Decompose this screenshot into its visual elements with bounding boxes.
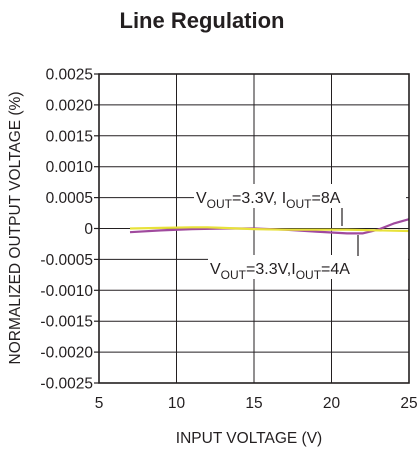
x-tick-label: 15	[245, 395, 262, 412]
y-tick-label: 0.0005	[46, 190, 93, 207]
annotation-4a-label: VOUT=3.3V,IOUT=4A	[210, 261, 350, 282]
y-tick-label: 0.0015	[46, 128, 93, 145]
series-line-2	[129, 226, 410, 233]
y-tick-label: -0.0025	[40, 376, 93, 393]
x-tick-labels: 5 10 15 20 25	[95, 395, 417, 412]
series-layer	[129, 218, 410, 235]
y-tick-label: 0	[84, 221, 93, 238]
x-tick-label: 20	[323, 395, 341, 412]
y-axis-label: NORMALIZED OUTPUT VOLTAGE (%)	[7, 92, 24, 365]
annotation-8a-label: VOUT=3.3V, IOUT=8A	[196, 190, 341, 211]
x-tick-label: 10	[168, 395, 186, 412]
x-axis-label: INPUT VOLTAGE (V)	[176, 430, 322, 447]
y-tick-label: 0.0025	[46, 67, 93, 84]
annotation-8a-background	[194, 184, 406, 208]
y-tick-label: 0.0020	[46, 97, 94, 114]
y-tick-label: 0.0010	[46, 159, 94, 176]
x-tick-label: 5	[95, 395, 104, 412]
annotation-4a: VOUT=3.3V,IOUT=4A	[208, 235, 408, 282]
y-tick-label: -0.0020	[40, 345, 93, 362]
x-tick-label: 25	[400, 395, 417, 412]
annotation-8a: VOUT=3.3V, IOUT=8A	[194, 184, 406, 226]
y-tick-label: -0.0005	[40, 252, 93, 269]
y-tick-label: -0.0010	[40, 283, 93, 300]
annotation-4a-background	[208, 255, 408, 279]
y-tick-label: -0.0015	[40, 314, 93, 331]
y-tick-labels: 0.0025 0.0020 0.0015 0.0010 0.0005 0 -0.0005 -0…	[40, 67, 99, 393]
chart-title: Line Regulation	[120, 8, 285, 33]
